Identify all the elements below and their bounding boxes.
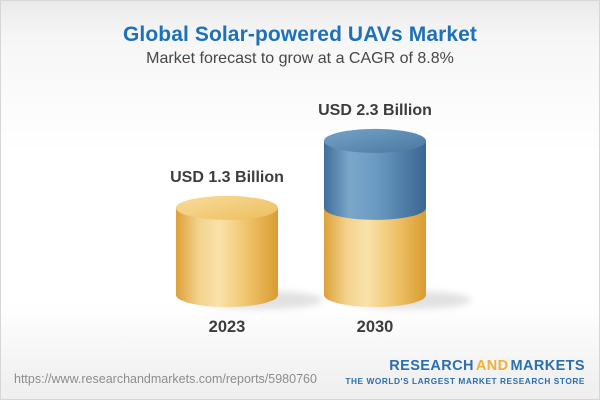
logo-word-research: RESEARCH bbox=[389, 358, 474, 374]
report-url-link[interactable]: https://www.researchandmarkets.com/repor… bbox=[14, 372, 317, 386]
bar-year-label: 2023 bbox=[208, 318, 246, 336]
logo-word-markets: MARKETS bbox=[510, 358, 585, 374]
research-and-markets-logo[interactable]: RESEARCH AND MARKETS THE WORLD'S LARGEST M… bbox=[345, 358, 585, 386]
bar-value-label: USD 1.3 Billion bbox=[170, 168, 284, 186]
page-title: Global Solar-powered UAVs Market bbox=[122, 23, 478, 46]
logo-wordmark: RESEARCH AND MARKETS bbox=[345, 358, 585, 374]
logo-word-and: AND bbox=[475, 358, 509, 374]
bar-value-label: USD 2.3 Billion bbox=[318, 101, 432, 119]
logo-tagline: THE WORLD'S LARGEST MARKET RESEARCH STOR… bbox=[345, 376, 585, 386]
page-subtitle: Market forecast to grow at a CAGR of 8.8… bbox=[146, 50, 454, 67]
bar-year-label: 2030 bbox=[356, 318, 394, 336]
